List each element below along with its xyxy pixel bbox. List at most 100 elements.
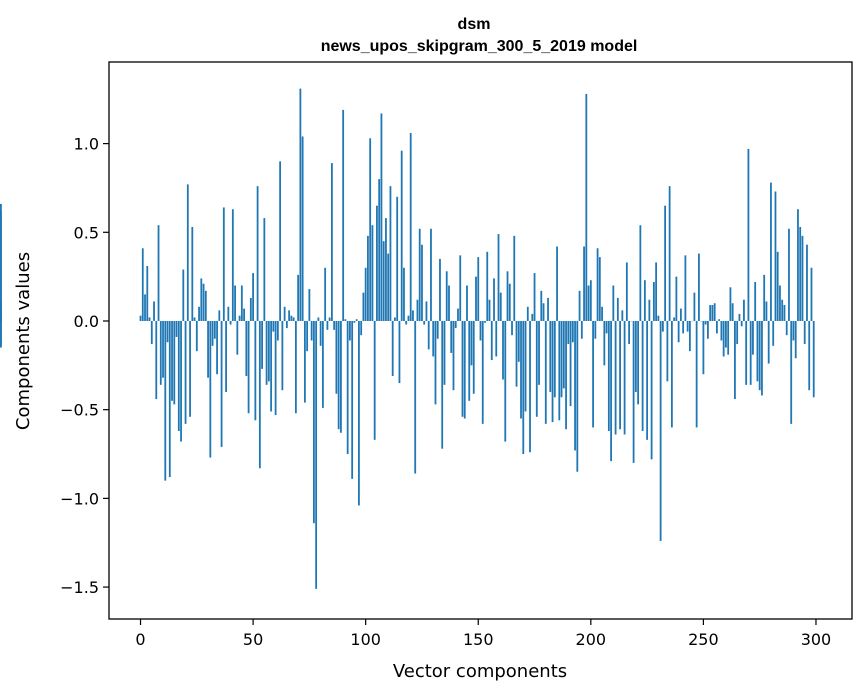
bar [254,320,257,421]
bar [362,292,365,321]
bar [385,218,387,321]
bar [535,320,538,417]
chart-title: dsm [458,16,491,33]
bar [367,235,369,321]
bar [580,320,583,339]
bar [623,320,626,435]
bar [427,320,430,350]
bar [677,320,680,343]
bar [452,320,455,391]
bar [335,320,338,394]
bar [144,294,146,321]
bar [562,320,565,389]
bar [249,297,252,321]
bar [252,273,254,321]
bar [441,320,444,449]
bar [679,308,682,321]
bar [556,246,558,321]
bar [193,317,196,321]
bar [688,320,691,352]
x-tick-label: 200 [576,630,607,649]
bar [531,313,534,321]
bar [616,297,619,321]
bar [353,320,356,323]
bar [598,257,601,321]
bar [200,278,203,321]
bar [734,320,736,400]
bar [218,310,221,321]
bar [227,306,230,321]
bar [517,320,520,362]
bar [628,320,630,345]
x-tick-label: 150 [463,630,494,649]
bar [297,274,300,321]
bar [389,186,392,321]
bar [661,320,664,332]
bar [189,320,191,417]
bar [258,320,261,469]
bar [387,253,390,321]
bar [799,226,802,321]
bar [743,299,745,321]
bar [565,320,567,430]
bar [191,226,194,321]
bar [245,320,248,376]
bar [698,253,700,321]
bar [261,320,263,369]
bar [551,320,554,423]
bar [544,320,547,424]
bar [468,320,471,401]
bar [146,266,149,321]
y-tick-label: −1.0 [60,489,99,508]
bar [774,191,777,321]
bar [294,320,297,414]
bar [342,109,345,321]
bar [693,292,696,321]
bar [306,320,309,352]
bar [470,320,473,366]
bar [625,262,628,321]
bar [524,320,527,412]
bar [340,320,342,433]
bar [765,301,768,321]
bar [578,290,581,321]
bar [673,317,676,321]
bar [337,320,340,430]
bar [319,320,322,346]
bar [324,267,327,321]
bar [740,320,743,327]
bar [533,273,536,321]
bar [331,163,333,321]
bar [675,276,678,321]
bar [547,297,549,321]
bar [603,320,606,366]
bar [641,320,644,431]
bar [621,310,624,321]
bar [166,320,169,343]
bar [596,248,599,321]
bar [587,285,590,321]
bar [576,320,579,472]
bar [315,320,318,589]
bar [612,285,615,321]
bar [177,320,180,431]
bar [812,320,815,398]
bar [794,320,797,359]
bar [484,320,486,323]
bar [267,320,270,382]
bar [713,303,716,321]
bar [403,267,405,321]
bar [806,244,808,321]
bar [542,303,545,321]
bar [279,161,282,321]
bar [418,228,421,321]
ticks-group: 0 50 100 150 200 250 300 −1.5 −1.0 −0.5 0.0 0.5 1.0 [60,135,831,649]
bar [722,320,725,357]
bar [358,320,360,506]
bar [788,228,790,321]
bar [396,196,399,321]
bar [558,320,561,421]
bar [711,305,714,321]
bar [292,317,295,321]
bar [425,301,428,321]
